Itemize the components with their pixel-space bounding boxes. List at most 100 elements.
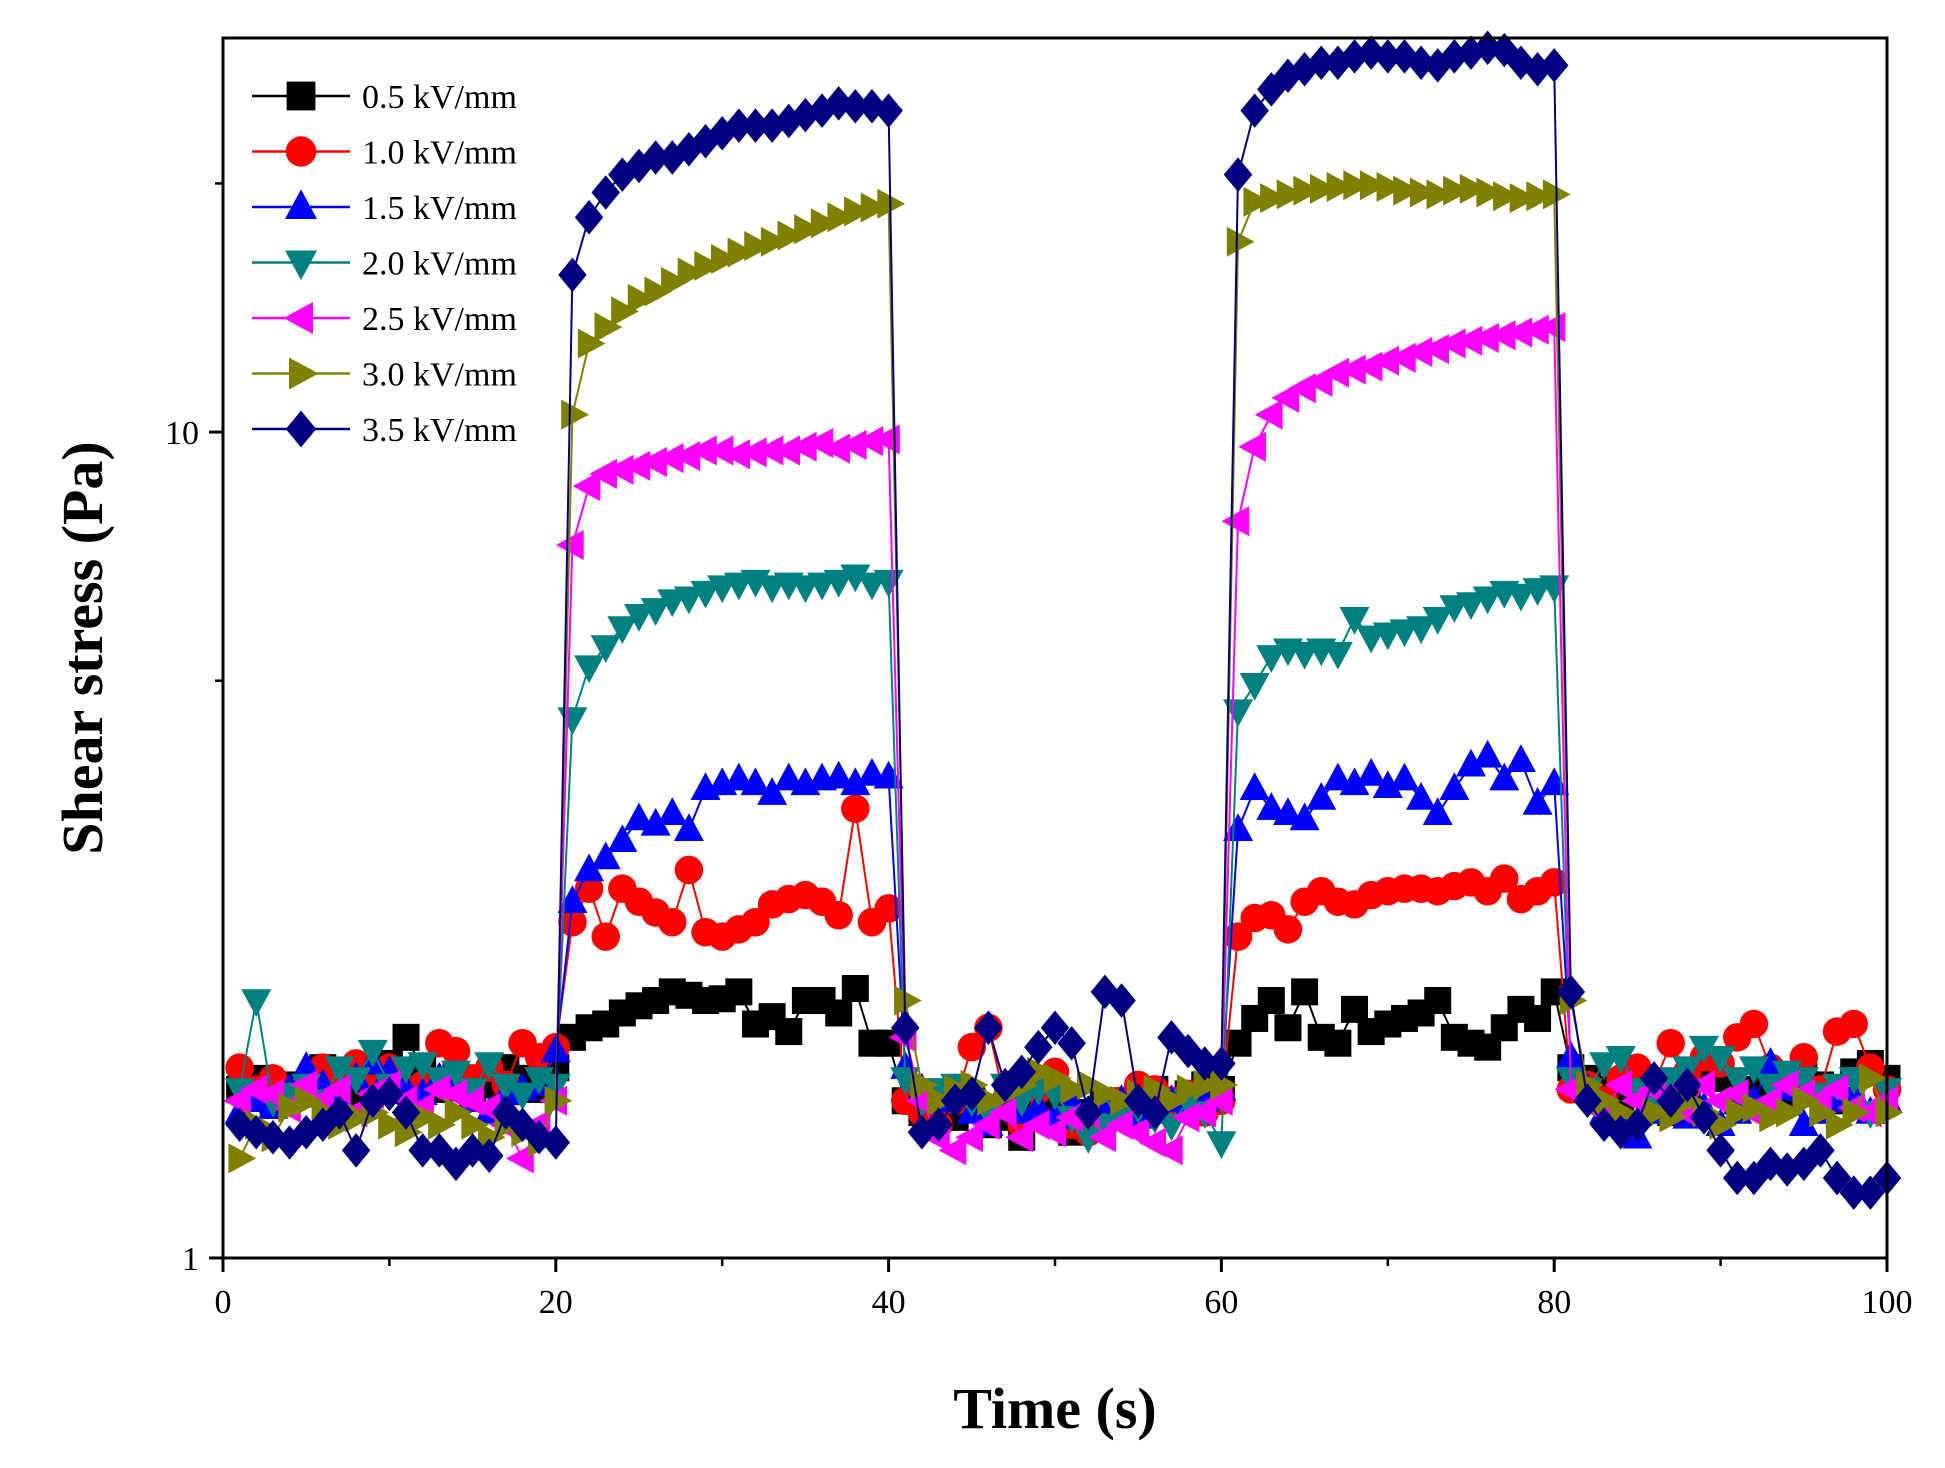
data-point-s2-21 [574, 853, 605, 882]
data-point-s0-30 [725, 978, 753, 1006]
data-point-s3-88 [1688, 1035, 1719, 1064]
data-point-s4-69 [1371, 345, 1400, 376]
data-point-s5-94 [1792, 1085, 1821, 1116]
data-point-s6-88 [1689, 1100, 1719, 1135]
data-point-s5-64 [1293, 175, 1322, 206]
data-point-s6-47 [1007, 1054, 1036, 1090]
data-point-s2-63 [1272, 797, 1303, 826]
data-point-s4-71 [1404, 337, 1433, 368]
data-point-s6-89 [1706, 1133, 1735, 1168]
data-point-s0-33 [775, 1018, 803, 1046]
data-point-s5-90 [1725, 1097, 1754, 1128]
data-point-s6-48 [1024, 1029, 1053, 1065]
data-point-s2-78 [1522, 787, 1553, 815]
data-point-s2-31 [740, 767, 771, 796]
data-point-s3-36 [823, 569, 854, 598]
data-point-s5-40 [893, 985, 922, 1016]
data-point-s0-36 [825, 999, 853, 1027]
data-point-s6-79 [1539, 48, 1569, 83]
data-point-s5-7 [344, 1102, 373, 1133]
x-axis-title: Time (s) [953, 1376, 1157, 1441]
data-point-s4-36 [822, 433, 850, 464]
data-point-s6-69 [1373, 39, 1403, 74]
data-point-s6-30 [724, 108, 754, 143]
data-point-s5-36 [827, 202, 856, 233]
data-point-s5-32 [760, 226, 789, 257]
data-point-s3-89 [1705, 1046, 1736, 1074]
data-point-s5-29 [710, 244, 739, 275]
data-point-s4-59 [1204, 1085, 1233, 1116]
legend-marker [285, 189, 317, 219]
data-point-s5-65 [1309, 173, 1338, 204]
data-point-s5-34 [794, 214, 822, 245]
data-point-s5-92 [1759, 1102, 1788, 1133]
data-point-s6-36 [824, 86, 853, 121]
data-point-s6-75 [1473, 30, 1502, 65]
data-point-s2-33 [773, 762, 804, 791]
data-point-s5-56 [1160, 1085, 1188, 1116]
data-point-s3-59 [1206, 1131, 1237, 1159]
data-point-s5-49 [1043, 1063, 1072, 1094]
data-point-s2-71 [1406, 782, 1437, 810]
data-point-s6-10 [391, 1095, 421, 1130]
data-point-s3-15 [474, 1052, 505, 1080]
data-point-s2-70 [1389, 762, 1420, 791]
x-tick-label: 60 [1204, 1284, 1238, 1321]
data-point-s6-49 [1040, 1010, 1070, 1046]
data-point-s4-47 [1005, 1122, 1033, 1153]
data-point-s3-62 [1256, 645, 1287, 673]
data-point-s3-91 [1738, 1056, 1769, 1085]
data-point-s5-58 [1193, 1069, 1222, 1100]
x-tick-label: 40 [872, 1284, 906, 1321]
data-point-s6-84 [1623, 1107, 1652, 1142]
data-point-s4-83 [1604, 1069, 1633, 1100]
data-point-s5-9 [378, 1109, 406, 1140]
data-point-s5-62 [1260, 183, 1288, 214]
data-point-s3-37 [840, 564, 871, 593]
data-point-s5-72 [1426, 179, 1455, 210]
data-point-s4-62 [1254, 399, 1283, 430]
data-point-s6-53 [1107, 983, 1136, 1018]
data-point-s4-28 [689, 435, 717, 466]
data-point-s4-84 [1620, 1085, 1649, 1116]
data-point-s2-22 [590, 841, 621, 870]
data-point-s6-25 [641, 140, 670, 175]
data-point-s5-10 [394, 1117, 423, 1148]
data-point-s2-75 [1472, 739, 1503, 768]
legend-label: 1.5 kV/mm [362, 190, 517, 227]
data-point-s4-26 [655, 443, 684, 474]
data-point-s6-51 [1074, 1095, 1103, 1130]
data-point-s0-62 [1257, 987, 1285, 1015]
data-point-s0-37 [841, 974, 869, 1002]
data-point-s6-9 [375, 1076, 404, 1112]
legend-label: 1.0 kV/mm [362, 135, 517, 172]
data-point-s4-54 [1121, 1117, 1150, 1148]
y-tick-label: 10 [165, 415, 199, 452]
data-point-s4-15 [472, 1092, 501, 1123]
data-point-s5-95 [1809, 1097, 1837, 1128]
data-point-s5-76 [1493, 181, 1521, 212]
data-point-s4-76 [1487, 320, 1516, 351]
legend-label: 3.5 kV/mm [362, 412, 517, 449]
data-point-s1-76 [1490, 864, 1519, 893]
data-point-s0-72 [1424, 987, 1452, 1015]
data-point-s4-49 [1038, 1117, 1067, 1148]
data-point-s4-6 [322, 1074, 351, 1105]
data-point-s2-23 [607, 824, 638, 853]
data-point-s6-6 [325, 1095, 354, 1130]
data-point-s0-10 [392, 1023, 420, 1051]
data-point-s5-91 [1742, 1092, 1771, 1123]
data-point-s1-20 [558, 907, 587, 937]
data-point-s3-74 [1456, 592, 1486, 621]
data-point-s5-66 [1326, 172, 1355, 203]
data-point-s2-76 [1489, 762, 1520, 791]
data-point-s1-13 [441, 1036, 471, 1066]
data-point-s6-55 [1140, 1095, 1170, 1130]
data-point-s1-22 [591, 922, 620, 951]
data-point-s4-78 [1521, 314, 1549, 345]
data-point-s6-65 [1306, 45, 1336, 80]
data-point-s6-44 [957, 1076, 987, 1112]
data-point-s2-37 [840, 767, 871, 796]
data-point-s6-42 [924, 1107, 953, 1142]
legend-marker [285, 250, 317, 281]
